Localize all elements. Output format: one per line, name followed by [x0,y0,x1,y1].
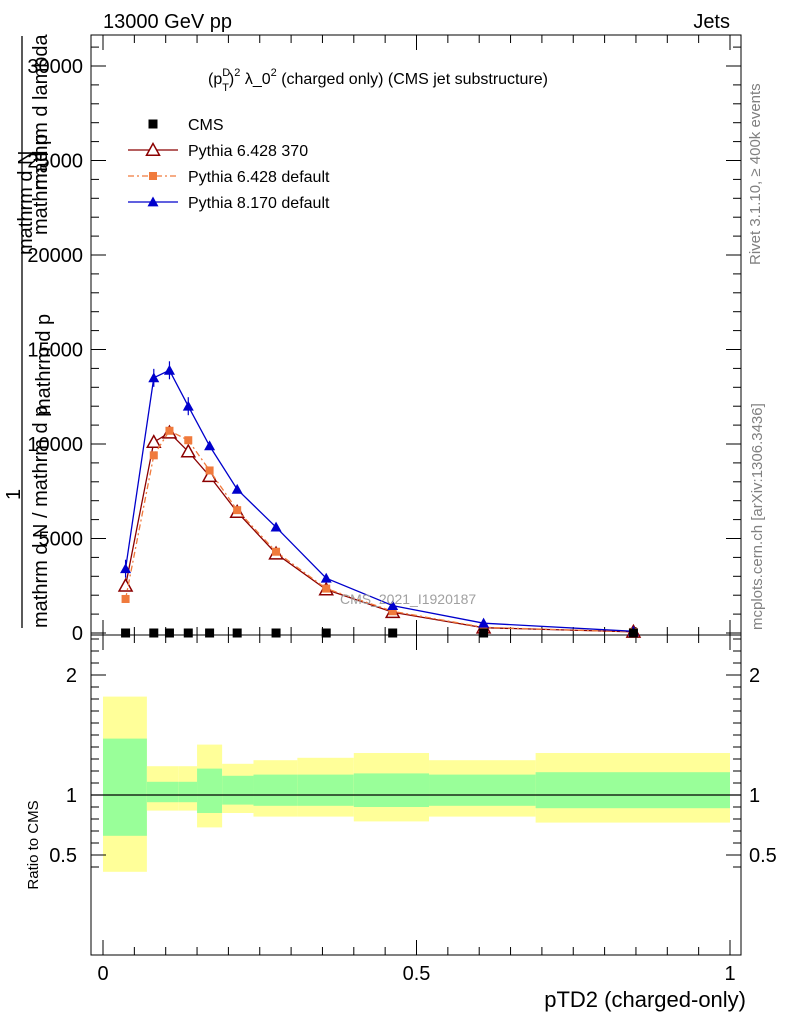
xlabel: pTD2 (charged-only) [544,987,746,1012]
ratio-green-band [429,774,536,806]
legend-marker [145,141,161,156]
ratio-y-tick-label-right: 2 [749,665,760,687]
ratio-green-band [297,774,354,806]
data-point-open-triangle [180,443,197,458]
analysis-watermark: CMS_2021_I1920187 [340,591,476,607]
data-point-filled-triangle [182,400,194,411]
data-point-filled-triangle [148,372,160,383]
data-point-square [272,547,281,556]
main-y-tick-label: 0 [72,623,83,645]
data-point-square [321,628,331,638]
data-point-filled-triangle [163,364,175,375]
data-point-square [233,506,242,515]
ratio-green-band [222,775,254,805]
series-layer [117,361,642,638]
data-point-square [628,628,638,638]
legend-marker [149,172,157,180]
data-point-square [322,584,331,593]
x-tick-label: 1 [724,963,735,985]
data-point-filled-triangle [387,600,399,610]
ratio-green-band [103,738,147,836]
main-y-tick-label: 5000 [39,529,84,551]
main-y-tick-label: 15000 [27,340,83,362]
ylabel-dlambda: mathrm d lambda [30,34,52,190]
data-point-filled-triangle [231,483,243,494]
title-sup-d: D [222,67,230,79]
data-point-open-triangle [146,434,162,449]
data-point-filled-triangle [120,563,132,574]
data-point-filled-triangle [320,572,332,583]
data-point-square [205,628,215,638]
ratio-green-band [353,773,430,807]
ratio-y-tick-label-right: 1 [749,785,760,807]
data-point-filled-triangle [478,617,490,628]
title-rparen: ) [229,71,234,88]
jets-label: Jets [693,11,730,33]
title-sq2: 2 [271,67,277,79]
data-point-square [205,466,214,475]
ratio-y-tick-label: 0.5 [49,845,77,867]
rivet-label: Rivet 3.1.10, ≥ 400k events [747,83,764,265]
ratio-axes: 0.5 0.5 1 1 2 2 0 0.5 1 [49,635,777,985]
data-point-open-triangle [117,577,134,592]
legend-label: Pythia 8.170 default [188,195,330,212]
main-axes: 0 5000 10000 15000 20000 25000 30000 [27,35,741,645]
energy-label: 13000 GeV pp [103,11,232,33]
legend-marker [148,119,158,129]
main-y-tick-label: 25000 [27,151,83,173]
ratio-y-tick-label: 2 [66,665,77,687]
legend-label: Pythia 6.428 370 [188,143,308,160]
data-point-square [121,628,131,638]
title-lambda: λ_0 [240,71,270,88]
x-tick-label: 0.5 [403,963,431,985]
main-y-tick-label: 30000 [27,56,83,78]
title-sub-t: T [222,82,229,94]
plot-title: (pD T)2 λ_02 (charged only) (CMS jet subs… [208,67,548,94]
title-tail: (charged only) (CMS jet substructure) [277,71,548,88]
x-tick-label: 0 [97,963,108,985]
ratio-y-tick-label-right: 0.5 [749,845,777,867]
data-point-square [388,607,397,616]
ratio-green-band [146,781,179,803]
legend-marker [147,196,159,207]
data-point-square [165,426,174,435]
main-y-tick-label: 10000 [27,434,83,456]
ratio-green-band [178,781,198,803]
legend: CMS Pythia 6.428 370 Pythia 6.428 default P… [128,117,330,212]
data-point-square [232,628,242,638]
data-point-square [183,628,193,638]
mcplots-label: mcplots.cern.ch [arXiv:1306.3436] [749,403,766,630]
data-point-square [271,628,281,638]
ylabel-dp: mathrm d p [33,314,55,415]
ratio-green-band [253,774,298,806]
data-point-square [184,436,193,445]
data-point-square [388,628,398,638]
ylabel-one: 1 [3,489,25,500]
ratio-ylabel: Ratio to CMS [25,800,42,889]
data-point-square [121,594,130,603]
ylabel-numerator: mathrm d N [15,151,37,255]
data-point-filled-triangle [270,521,282,532]
legend-label: Pythia 6.428 default [188,169,330,186]
ratio-green-band [197,768,223,813]
ratio-green-band [535,772,730,809]
data-point-square [149,451,158,460]
legend-label: CMS [188,117,224,134]
ratio-bands [91,696,741,872]
data-point-filled-triangle [204,440,216,451]
title-sq: 2 [234,67,240,79]
ylabel-dp2: mathrm d p [30,134,52,235]
ylabel-denominator: mathrm d N / mathrm d p [30,406,52,628]
data-point-square [164,628,174,638]
title-p: (p [208,71,222,88]
ratio-y-tick-label: 1 [66,785,77,807]
data-point-square [479,628,489,638]
data-point-square [149,628,159,638]
main-y-tick-label: 20000 [27,245,83,267]
